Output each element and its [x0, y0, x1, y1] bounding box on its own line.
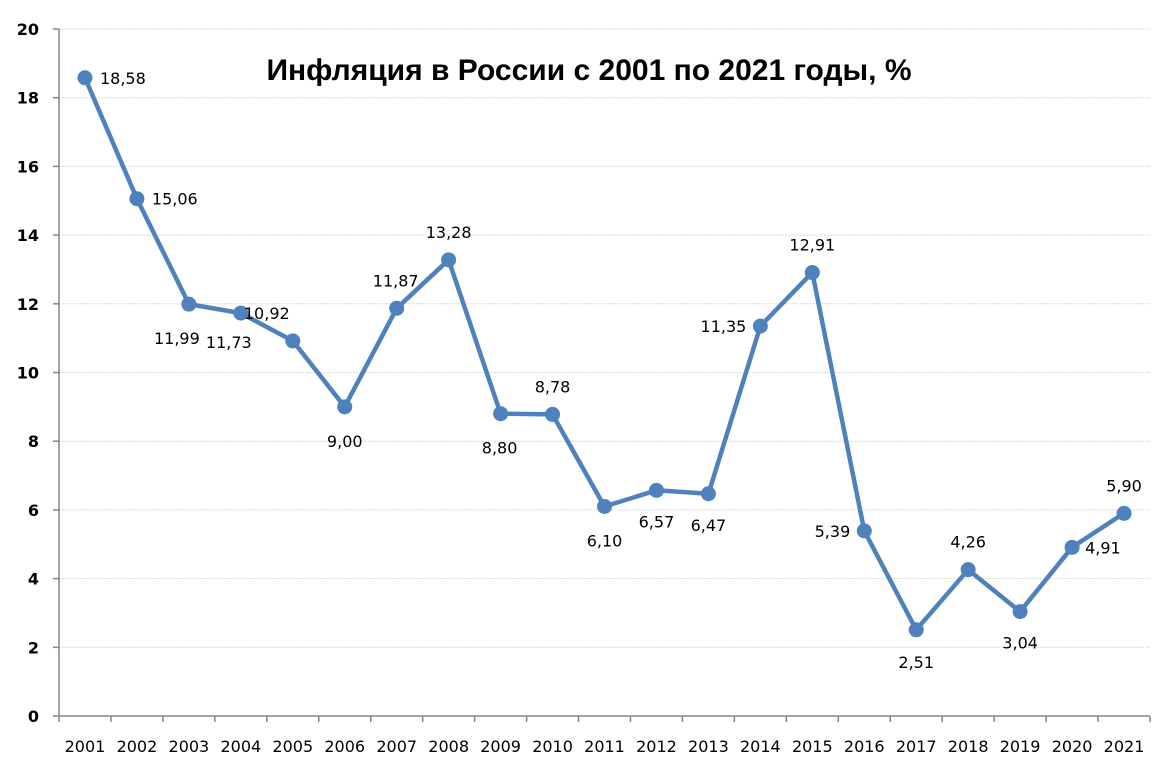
- data-label: 6,57: [639, 512, 675, 531]
- x-tick-label: 2009: [480, 737, 521, 756]
- chart-title: Инфляция в России с 2001 по 2021 годы, %: [266, 54, 911, 87]
- x-axis-ticks: 2001 2002 2003 2004 2005 2006 2007 2008 2009 2010…: [58, 716, 1151, 756]
- x-tick-label: 2021: [1104, 737, 1145, 756]
- x-tick-label: 2011: [584, 737, 625, 756]
- y-tick-label: 8: [28, 432, 39, 451]
- series-markers: [77, 70, 1132, 638]
- x-tick-label: 2001: [65, 737, 106, 756]
- data-label: 11,73: [206, 333, 252, 352]
- data-point-marker: [597, 498, 612, 514]
- data-label: 11,35: [701, 317, 747, 336]
- data-point-marker: [908, 622, 924, 638]
- y-axis-ticks: 0 2 4 6 8 10 12 14 16 18 20: [17, 20, 59, 726]
- data-label: 5,39: [815, 522, 851, 541]
- x-tick-label: 2005: [272, 737, 313, 756]
- data-point-marker: [1064, 539, 1080, 555]
- data-point-marker: [493, 406, 509, 422]
- data-labels: 18,58 15,06 11,99 11,73 10,92 9,00 11,87 13,28 8…: [100, 69, 1142, 672]
- y-tick-label: 16: [17, 157, 39, 176]
- data-label: 2,51: [898, 653, 934, 672]
- data-point-marker: [129, 191, 145, 207]
- data-label: 4,91: [1085, 538, 1121, 557]
- data-point-marker: [545, 406, 561, 422]
- y-tick-label: 18: [17, 89, 39, 108]
- x-tick-label: 2020: [1052, 737, 1093, 756]
- x-tick-label: 2010: [532, 737, 573, 756]
- data-label: 12,91: [789, 236, 835, 255]
- data-label: 8,80: [482, 439, 518, 458]
- data-point-marker: [752, 318, 768, 334]
- data-point-marker: [77, 70, 93, 86]
- data-point-marker: [233, 305, 249, 321]
- x-tick-label: 2012: [636, 737, 677, 756]
- data-point-marker: [337, 399, 353, 415]
- data-point-marker: [700, 486, 716, 502]
- data-point-marker: [1116, 505, 1132, 521]
- data-label: 4,26: [950, 533, 986, 552]
- x-tick-label: 2019: [1000, 737, 1041, 756]
- data-label: 9,00: [327, 432, 363, 451]
- data-label: 11,99: [154, 329, 200, 348]
- y-tick-label: 20: [17, 20, 39, 39]
- y-tick-label: 0: [28, 707, 39, 726]
- y-tick-label: 14: [17, 226, 39, 245]
- data-label: 11,87: [373, 271, 419, 290]
- data-point-marker: [181, 296, 197, 312]
- data-label: 8,78: [535, 377, 571, 396]
- data-label: 13,28: [426, 223, 472, 242]
- y-tick-label: 4: [28, 570, 39, 589]
- y-tick-label: 12: [17, 295, 39, 314]
- data-point-marker: [648, 482, 664, 498]
- x-tick-label: 2002: [117, 737, 158, 756]
- data-point-marker: [389, 300, 405, 316]
- data-label: 15,06: [152, 190, 198, 209]
- x-tick-label: 2018: [948, 737, 989, 756]
- y-tick-label: 2: [28, 638, 39, 657]
- x-tick-label: 2017: [896, 737, 937, 756]
- data-label: 6,10: [587, 531, 623, 550]
- data-point-marker: [856, 523, 872, 539]
- x-tick-label: 2016: [844, 737, 885, 756]
- data-point-marker: [285, 333, 301, 349]
- x-tick-label: 2004: [220, 737, 261, 756]
- data-label: 5,90: [1106, 476, 1142, 495]
- y-tick-label: 6: [28, 501, 39, 520]
- data-point-marker: [960, 562, 976, 578]
- data-point-marker: [1012, 604, 1028, 620]
- data-label: 3,04: [1002, 634, 1038, 653]
- x-tick-label: 2003: [169, 737, 210, 756]
- x-tick-label: 2013: [688, 737, 729, 756]
- data-label: 10,92: [244, 304, 290, 323]
- data-point-marker: [804, 265, 820, 281]
- y-tick-label: 10: [17, 364, 39, 383]
- gridlines: [59, 28, 1150, 648]
- data-label: 18,58: [100, 69, 146, 88]
- data-point-marker: [441, 252, 457, 268]
- x-tick-label: 2014: [740, 737, 781, 756]
- x-tick-label: 2008: [428, 737, 469, 756]
- x-tick-label: 2006: [324, 737, 365, 756]
- x-tick-label: 2015: [792, 737, 833, 756]
- x-tick-label: 2007: [376, 737, 417, 756]
- data-label: 6,47: [691, 516, 727, 535]
